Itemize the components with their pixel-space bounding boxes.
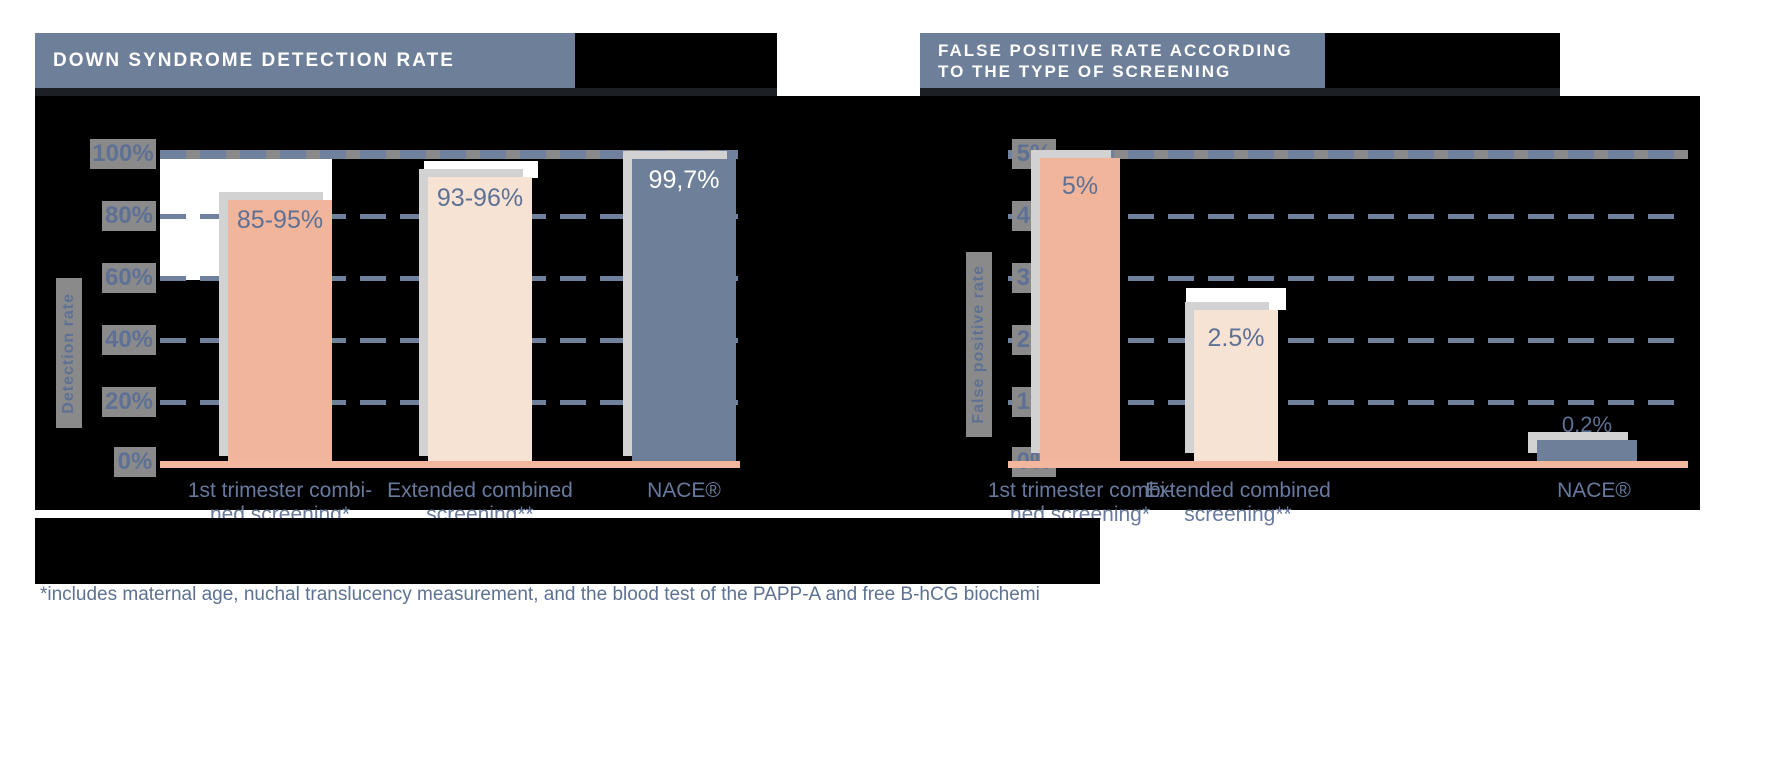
left-y-axis-title: Detection rate [56, 278, 82, 428]
right-chart-header: FALSE POSITIVE RATE ACCORDING TO THE TYP… [920, 33, 1325, 88]
bar-nace-fpr [1537, 440, 1637, 461]
right-chart-title-line1: FALSE POSITIVE RATE ACCORDING [938, 40, 1293, 60]
plot-white-patch [160, 200, 230, 280]
bar-value-label: 99,7% [648, 166, 720, 194]
gridline-1pct [1008, 400, 1688, 405]
gridline-2pct [1008, 338, 1688, 343]
gridline-100pct [160, 150, 738, 159]
left-header-shadow [35, 88, 777, 96]
ytick-0: 0% [114, 447, 156, 477]
footnote-black-box [35, 518, 1100, 584]
bar-value-label: 5% [1061, 172, 1099, 200]
right-chart-title-line2: TO THE TYPE OF SCREENING [938, 61, 1232, 81]
bar-value-label: 85-95% [236, 206, 324, 234]
black-box-right-of-right-header [1325, 33, 1560, 88]
left-x-axis-baseline [160, 461, 740, 468]
black-box-right-of-left-header [575, 33, 777, 88]
ytick-20: 20% [102, 387, 156, 417]
bar-extended-combined-fpr [1194, 310, 1278, 461]
left-xlabel-3: NACE® [647, 479, 721, 502]
left-chart-title: DOWN SYNDROME DETECTION RATE [53, 49, 455, 71]
gridline-4pct [1008, 214, 1688, 219]
left-chart-header: DOWN SYNDROME DETECTION RATE [35, 33, 575, 88]
right-xlabel-3: NACE® [1557, 479, 1631, 502]
right-header-shadow [920, 88, 1560, 96]
gridline-5pct [1008, 150, 1688, 159]
ytick-40: 40% [102, 325, 156, 355]
bar-value-label: 2.5% [1207, 324, 1265, 352]
gridline-3pct [1008, 276, 1688, 281]
bar-nace-detection [632, 159, 736, 464]
ytick-100: 100% [90, 139, 156, 169]
bar-1st-trimester-detection [228, 200, 332, 464]
right-xlabel-2: Extended combined screening** [1145, 479, 1331, 526]
ytick-80: 80% [102, 201, 156, 231]
right-y-axis-title: False positive rate [966, 252, 992, 437]
bar-value-label: 93-96% [436, 184, 524, 212]
bar-extended-combined-detection [428, 177, 532, 464]
right-x-axis-baseline [1008, 461, 1688, 468]
ytick-60: 60% [102, 263, 156, 293]
footnote-text: *includes maternal age, nuchal transluce… [40, 584, 1040, 605]
bar-1st-trimester-fpr [1040, 158, 1120, 461]
